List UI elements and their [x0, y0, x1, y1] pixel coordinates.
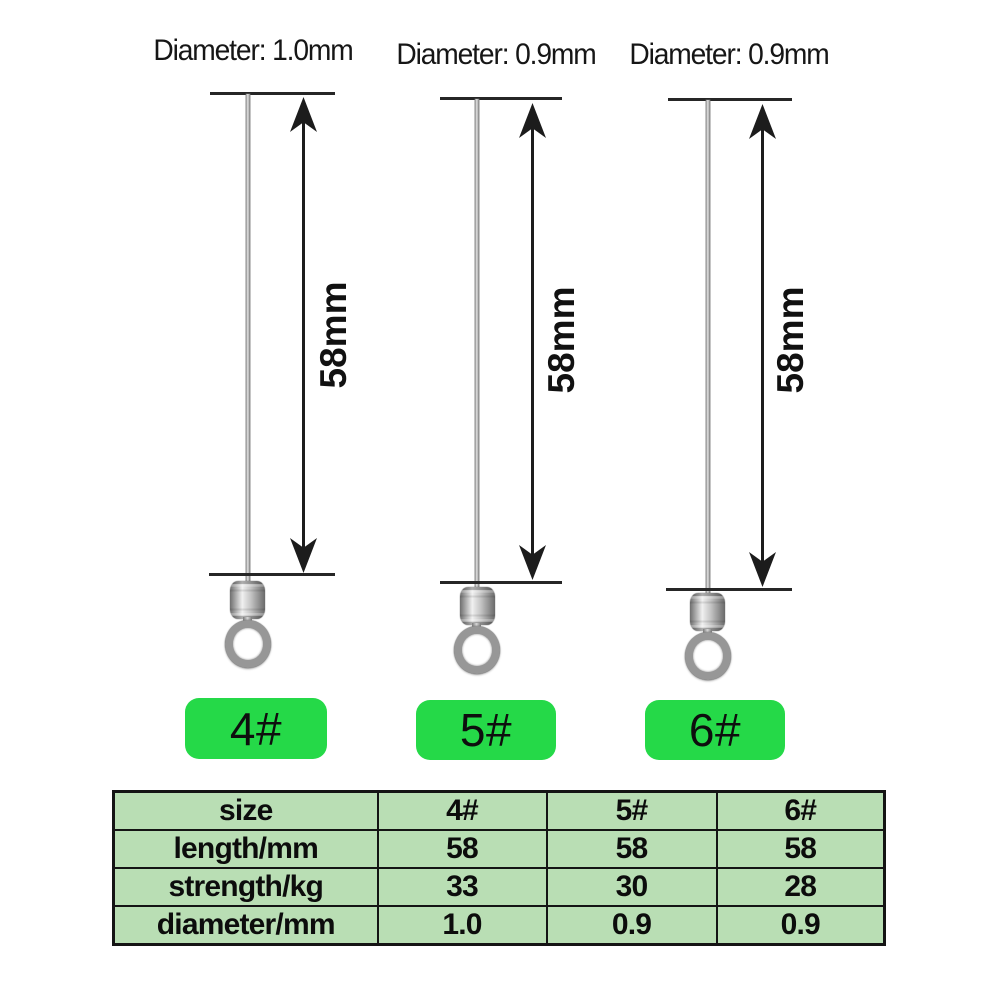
table-cell: 58 — [715, 829, 886, 869]
table-cell: size — [112, 790, 379, 831]
length-label: 58mm — [313, 281, 354, 389]
extent-line-bottom — [666, 588, 792, 591]
table-cell: 5# — [545, 790, 718, 831]
table-cell: 6# — [715, 790, 886, 831]
table-row-strength: strength/kg 33 30 28 — [112, 867, 886, 907]
extent-line-top — [210, 92, 335, 95]
extent-line-top — [440, 97, 562, 100]
table-cell: 0.9 — [715, 905, 886, 946]
table-cell: 1.0 — [376, 905, 548, 946]
spec-table: size 4# 5# 6# length/mm 58 58 58 strengt… — [112, 790, 886, 946]
wire-shaft — [706, 100, 710, 596]
table-cell: 30 — [545, 867, 718, 907]
table-row-diameter: diameter/mm 1.0 0.9 0.9 — [112, 905, 886, 946]
diameter-label: Diameter: 1.0mm — [153, 34, 353, 67]
swivel-barrel — [230, 581, 265, 619]
table-cell: 33 — [376, 867, 548, 907]
table-cell: strength/kg — [112, 867, 379, 907]
extent-line-bottom — [209, 573, 335, 576]
table-cell: 58 — [376, 829, 548, 869]
length-label: 58mm — [770, 286, 811, 394]
extent-line-top — [668, 98, 792, 101]
table-cell: 4# — [376, 790, 548, 831]
size-tag: 4# — [185, 698, 327, 759]
size-tag: 5# — [416, 700, 556, 760]
extent-line-bottom — [440, 581, 562, 584]
wire-shaft — [475, 99, 479, 590]
table-cell: 0.9 — [545, 905, 718, 946]
swivel-ring-icon — [685, 632, 731, 680]
table-row-size: size 4# 5# 6# — [112, 790, 886, 831]
swivel-ring-icon — [225, 620, 271, 668]
swivel-barrel — [460, 587, 495, 625]
wire-shaft — [246, 94, 250, 584]
dimension-arrow-line — [302, 104, 305, 566]
diameter-label: Diameter: 0.9mm — [629, 38, 829, 71]
length-label: 58mm — [541, 286, 582, 394]
swivel-ring-icon — [454, 626, 500, 674]
size-tag: 6# — [645, 700, 785, 760]
table-cell: length/mm — [112, 829, 379, 869]
diameter-label: Diameter: 0.9mm — [396, 38, 596, 71]
table-cell: diameter/mm — [112, 905, 379, 946]
table-row-length: length/mm 58 58 58 — [112, 829, 886, 869]
table-cell: 58 — [545, 829, 718, 869]
swivel-barrel — [690, 593, 725, 631]
table-cell: 28 — [715, 867, 886, 907]
dimension-arrow-line — [531, 110, 534, 572]
dimension-arrow-line — [761, 111, 764, 579]
